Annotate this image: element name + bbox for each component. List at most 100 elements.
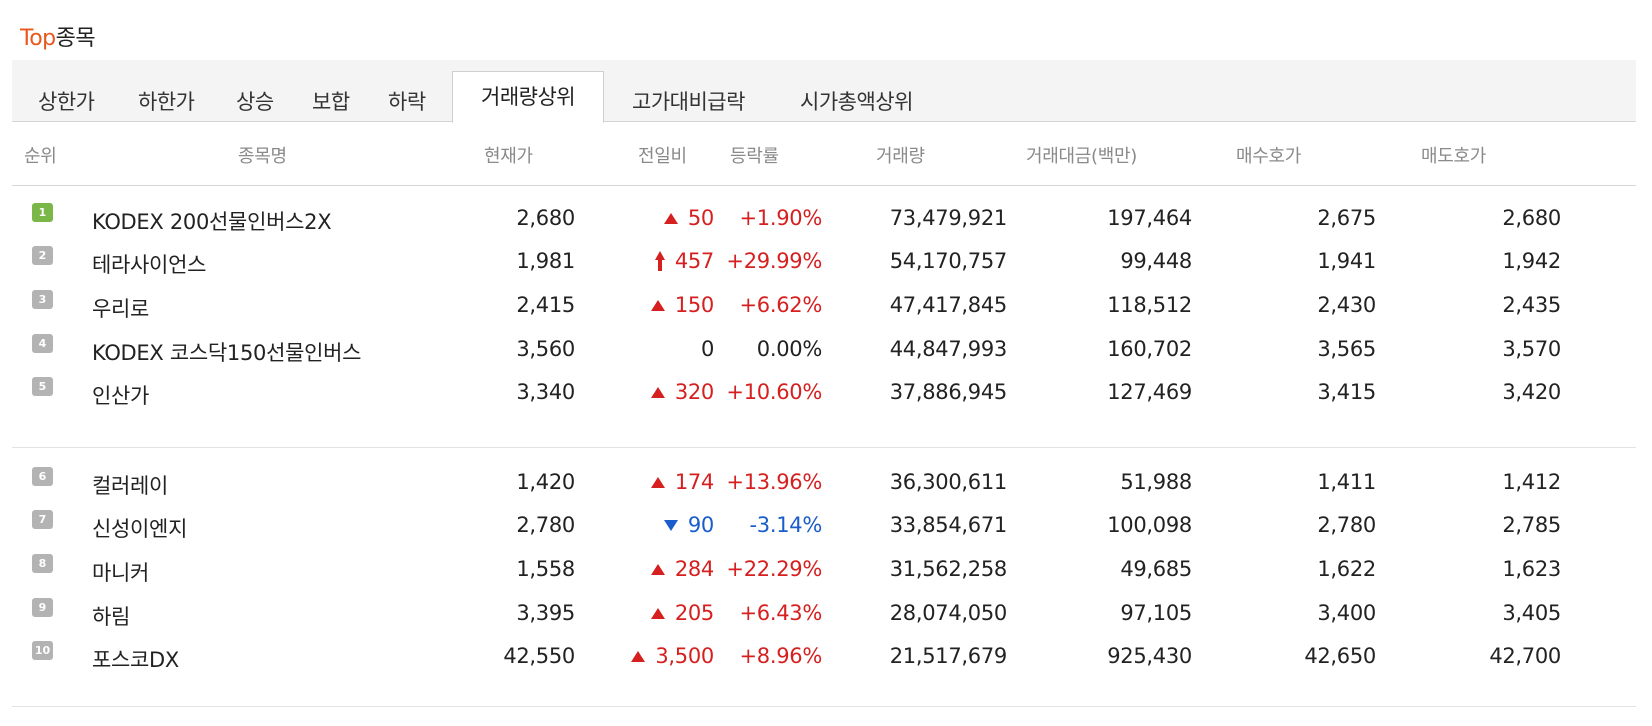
table-row[interactable]: 1 KODEX 200선물인버스2X 2,680 50 +1.90% 73,479,921… [12, 198, 1636, 244]
trade-amount: 99,448 [1120, 249, 1192, 273]
table-row[interactable]: 4 KODEX 코스닥150선물인버스 3,560 0 0.00% 44,847,993 1… [12, 329, 1636, 375]
stock-name-link[interactable]: 컬러레이 [92, 474, 169, 498]
current-price: 3,560 [516, 337, 575, 361]
trade-volume: 44,847,993 [889, 337, 1008, 361]
trade-amount: 160,702 [1107, 337, 1192, 361]
col-name: 종목명 [238, 146, 287, 167]
upper-limit-arrow-icon [654, 251, 665, 271]
up-triangle-icon [650, 607, 665, 619]
table-row[interactable]: 5 인산가 3,340 320 +10.60% 37,886,945 127,469 3,41… [12, 372, 1636, 418]
tab-upper-limit[interactable]: 상한가 [38, 90, 95, 114]
trade-amount: 127,469 [1107, 380, 1192, 404]
up-triangle-icon [631, 650, 646, 662]
change-rate: +22.29% [726, 557, 822, 581]
table-row[interactable]: 6 컬러레이 1,420 174 +13.96% 36,300,611 51,988 1,41… [12, 462, 1636, 508]
trade-amount: 51,988 [1120, 470, 1192, 494]
trade-volume: 54,170,757 [889, 249, 1008, 273]
col-ask: 매도호가 [1421, 146, 1487, 167]
down-triangle-icon [663, 519, 678, 531]
tab-steady[interactable]: 보합 [312, 90, 350, 114]
stock-name-link[interactable]: 테라사이언스 [92, 253, 207, 277]
current-price: 2,780 [516, 513, 575, 537]
current-price: 2,680 [516, 206, 575, 230]
bid-price: 3,565 [1317, 337, 1376, 361]
rank-badge: 5 [32, 377, 53, 396]
bid-price: 2,430 [1317, 293, 1376, 317]
trade-amount: 49,685 [1120, 557, 1192, 581]
tab-market-cap-top[interactable]: 시가총액상위 [800, 90, 913, 114]
rank-badge: 4 [32, 334, 53, 353]
col-diff: 전일비 [638, 146, 687, 167]
change-rate: +13.96% [726, 470, 822, 494]
current-price: 1,420 [516, 470, 575, 494]
tab-rise[interactable]: 상승 [236, 90, 274, 114]
table-row[interactable]: 8 마니커 1,558 284 +22.29% 31,562,258 49,685 1,622… [12, 549, 1636, 595]
price-diff-value: 284 [674, 557, 714, 581]
trade-amount: 118,512 [1107, 293, 1192, 317]
rank-badge: 6 [32, 467, 53, 486]
rank-badge: 10 [32, 641, 53, 660]
stock-name-link[interactable]: 마니커 [92, 561, 150, 585]
table-header: 순위 종목명 현재가 전일비 등락률 거래량 거래대금(백만) 매수호가 매도호… [12, 124, 1636, 186]
current-price: 1,981 [516, 249, 575, 273]
price-diff: 3,500 [631, 644, 714, 668]
col-bid: 매수호가 [1236, 146, 1302, 167]
table-row[interactable]: 3 우리로 2,415 150 +6.62% 47,417,845 118,512 2,430… [12, 285, 1636, 331]
stock-name-link[interactable]: 우리로 [92, 297, 150, 321]
ask-price: 1,942 [1502, 249, 1561, 273]
price-diff: 174 [650, 470, 714, 494]
tab-volume-top[interactable]: 거래량상위 [452, 71, 605, 123]
price-diff-value: 457 [674, 249, 714, 273]
stock-name-link[interactable]: 포스코DX [92, 648, 180, 672]
price-diff: 205 [650, 601, 714, 625]
tab-high-drop[interactable]: 고가대비급락 [632, 90, 745, 114]
price-diff-value: 3,500 [655, 644, 714, 668]
stock-name-link[interactable]: 하림 [92, 605, 131, 629]
current-price: 3,340 [516, 380, 575, 404]
price-diff-value: 50 [687, 206, 714, 230]
table-row[interactable]: 7 신성이엔지 2,780 90 -3.14% 33,854,671 100,098 2,78… [12, 505, 1636, 551]
section-title: Top종목 [20, 20, 96, 52]
rank-badge: 3 [32, 290, 53, 309]
change-rate: +6.43% [739, 601, 822, 625]
tab-fall[interactable]: 하락 [388, 90, 426, 114]
ask-price: 3,570 [1502, 337, 1561, 361]
col-current: 현재가 [484, 146, 533, 167]
current-price: 42,550 [503, 644, 575, 668]
col-amount: 거래대금(백만) [1026, 146, 1138, 167]
stock-name-link[interactable]: 인산가 [92, 384, 150, 408]
current-price: 2,415 [516, 293, 575, 317]
change-rate: +6.62% [739, 293, 822, 317]
up-triangle-icon [650, 476, 665, 488]
price-diff-value: 90 [687, 513, 714, 537]
price-diff: 90 [663, 513, 714, 537]
price-diff: 284 [650, 557, 714, 581]
table-row[interactable]: 9 하림 3,395 205 +6.43% 28,074,050 97,105 3,400 3,… [12, 593, 1636, 639]
table-row[interactable]: 2 테라사이언스 1,981 457 +29.99% 54,170,757 99,448 1,… [12, 241, 1636, 287]
section-title-accent: Top [20, 26, 56, 51]
ask-price: 1,412 [1502, 470, 1561, 494]
change-rate: 0.00% [756, 337, 823, 361]
up-triangle-icon [663, 212, 678, 224]
price-diff: 320 [650, 380, 714, 404]
change-rate: -3.14% [749, 513, 823, 537]
price-diff-value: 0 [700, 337, 714, 361]
tab-lower-limit[interactable]: 하한가 [138, 90, 195, 114]
row-group-1: 1 KODEX 200선물인버스2X 2,680 50 +1.90% 73,479,921… [12, 198, 1636, 448]
trade-amount: 197,464 [1107, 206, 1192, 230]
stock-name-link[interactable]: KODEX 코스닥150선물인버스 [92, 341, 362, 365]
bid-price: 3,400 [1317, 601, 1376, 625]
up-triangle-icon [650, 563, 665, 575]
trade-amount: 925,430 [1107, 644, 1192, 668]
bid-price: 2,675 [1317, 206, 1376, 230]
ask-price: 3,405 [1502, 601, 1561, 625]
stock-name-link[interactable]: 신성이엔지 [92, 517, 188, 541]
trade-volume: 33,854,671 [889, 513, 1008, 537]
price-diff: 0 [701, 337, 714, 361]
bid-price: 3,415 [1317, 380, 1376, 404]
price-diff-value: 320 [674, 380, 714, 404]
section-title-rest: 종목 [55, 26, 96, 51]
trade-volume: 31,562,258 [889, 557, 1008, 581]
table-row[interactable]: 10 포스코DX 42,550 3,500 +8.96% 21,517,679 925,43… [12, 636, 1636, 682]
stock-name-link[interactable]: KODEX 200선물인버스2X [92, 210, 332, 234]
